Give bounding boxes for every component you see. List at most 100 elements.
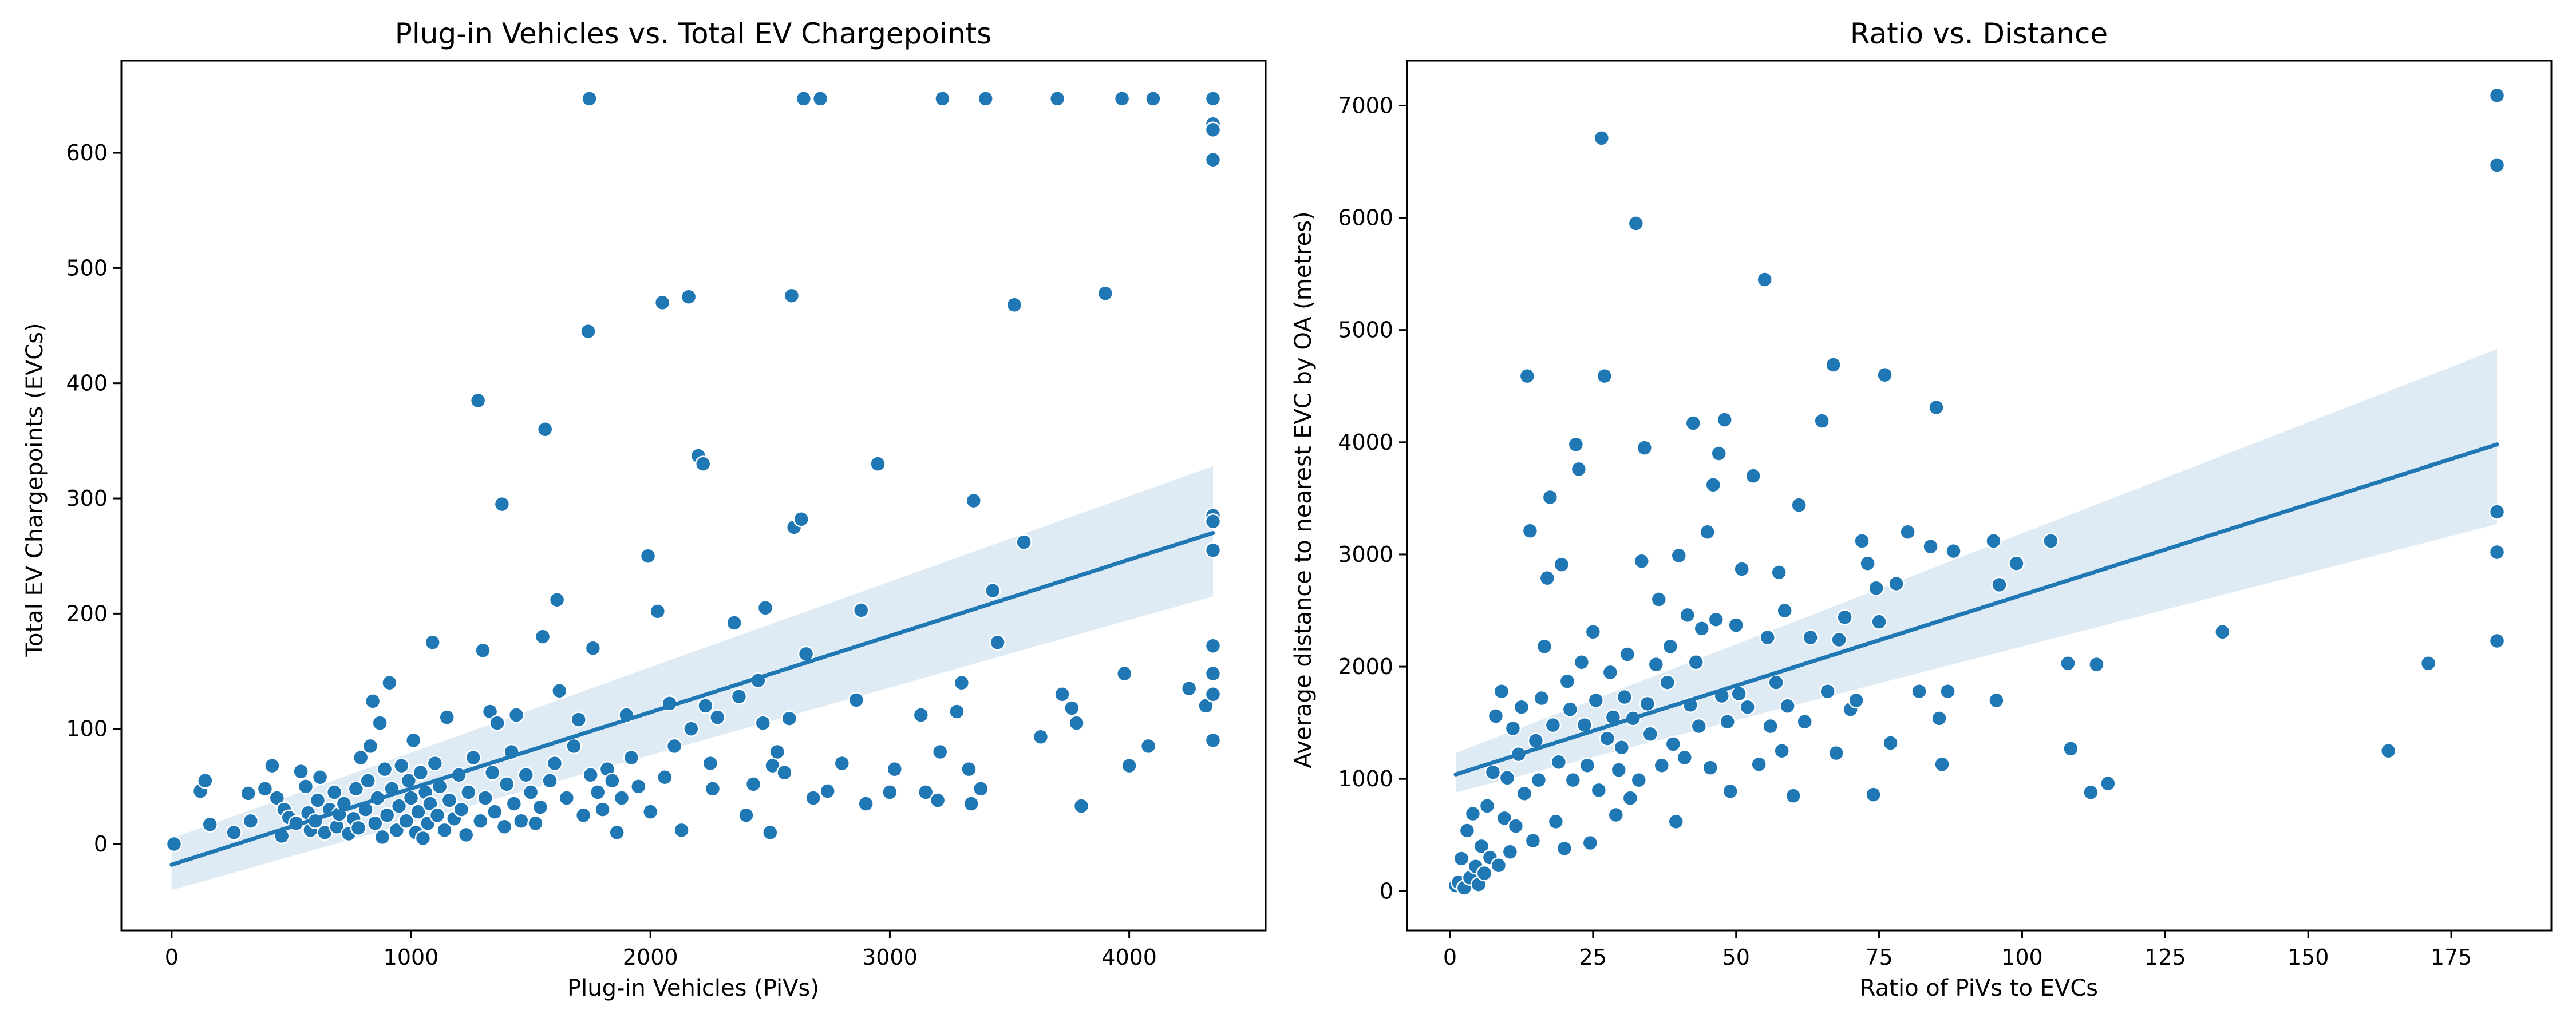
data-point xyxy=(347,781,365,797)
data-point xyxy=(1573,654,1590,671)
x-tick-label: 0 xyxy=(165,945,179,970)
data-point xyxy=(1771,564,1787,581)
data-point xyxy=(1768,674,1784,691)
data-point xyxy=(242,813,259,829)
data-point xyxy=(489,715,505,731)
data-point xyxy=(359,772,376,789)
data-point xyxy=(1204,121,1222,138)
data-point xyxy=(309,792,326,809)
data-point xyxy=(1049,90,1066,107)
data-point xyxy=(1113,90,1131,107)
data-point xyxy=(1814,413,1830,429)
data-point xyxy=(1064,700,1080,716)
data-point xyxy=(1622,790,1639,806)
data-point xyxy=(1473,838,1490,855)
data-point xyxy=(1759,629,1776,646)
data-point xyxy=(1819,683,1836,700)
y-tick-label: 7000 xyxy=(1338,93,1393,118)
data-point xyxy=(989,634,1006,651)
data-point xyxy=(1116,665,1133,682)
data-point xyxy=(2488,504,2506,520)
data-point xyxy=(1627,215,1645,232)
data-point xyxy=(680,288,697,305)
data-point xyxy=(1928,399,1945,416)
data-point xyxy=(1854,533,1870,549)
data-point xyxy=(1476,865,1493,882)
data-point xyxy=(1204,542,1222,558)
data-point xyxy=(202,816,218,833)
data-point xyxy=(1773,742,1790,759)
data-point xyxy=(783,287,800,304)
data-point xyxy=(1073,798,1090,814)
data-point xyxy=(1068,715,1085,731)
data-point xyxy=(1524,832,1542,849)
data-point xyxy=(1668,813,1685,830)
data-point xyxy=(1204,151,1222,168)
x-tick-label: 1000 xyxy=(384,945,439,970)
data-point xyxy=(1513,699,1530,715)
data-point xyxy=(2488,157,2506,173)
data-point xyxy=(1991,576,2008,593)
data-point xyxy=(1140,738,1157,755)
data-point xyxy=(613,790,630,806)
data-point xyxy=(870,455,886,472)
data-point xyxy=(311,768,329,786)
data-point xyxy=(2063,740,2079,757)
confidence-band xyxy=(1455,349,2498,793)
data-point xyxy=(2488,87,2506,104)
data-point xyxy=(1642,726,1659,743)
data-point xyxy=(1662,638,1679,655)
data-point xyxy=(1888,575,1905,592)
x-tick-label: 25 xyxy=(1579,945,1607,970)
y-tick-label: 6000 xyxy=(1338,205,1393,231)
data-point xyxy=(1762,718,1779,735)
data-point xyxy=(1562,701,1579,718)
data-point xyxy=(1636,439,1653,456)
data-point xyxy=(609,824,625,841)
data-point xyxy=(1587,692,1605,709)
data-point xyxy=(1934,756,1950,772)
data-point xyxy=(1616,688,1633,706)
data-point xyxy=(522,784,539,801)
data-point xyxy=(654,294,671,311)
data-point xyxy=(1198,698,1214,714)
data-point xyxy=(326,784,343,801)
data-point xyxy=(496,818,513,835)
data-point xyxy=(513,813,530,829)
data-point xyxy=(268,790,286,806)
data-point xyxy=(917,784,934,801)
x-tick-label: 100 xyxy=(2001,945,2043,970)
data-point xyxy=(1802,629,1819,646)
data-point xyxy=(1796,713,1813,730)
data-point xyxy=(2214,624,2231,640)
data-point xyxy=(1180,680,1198,697)
data-point xyxy=(1931,710,1947,727)
data-point xyxy=(1539,569,1556,587)
data-point xyxy=(934,90,951,107)
data-point xyxy=(1619,646,1636,663)
data-point xyxy=(580,323,596,340)
data-point xyxy=(1670,547,1688,564)
data-point xyxy=(2060,655,2076,672)
data-point xyxy=(1550,754,1567,771)
data-point xyxy=(757,600,774,616)
y-tick-label: 1000 xyxy=(1338,766,1393,791)
data-point xyxy=(493,496,511,513)
data-point xyxy=(398,813,414,829)
data-point xyxy=(1530,771,1547,789)
data-point xyxy=(460,784,477,801)
data-point xyxy=(364,693,381,710)
data-point xyxy=(1496,810,1513,827)
data-point xyxy=(769,743,786,760)
data-point xyxy=(477,790,493,806)
y-tick-label: 4000 xyxy=(1338,430,1393,455)
y-tick-label: 3000 xyxy=(1338,542,1393,567)
data-point xyxy=(1145,90,1161,107)
data-point xyxy=(1493,683,1510,700)
data-point xyxy=(405,732,422,749)
data-point xyxy=(472,813,489,829)
data-point xyxy=(393,757,410,774)
data-point xyxy=(1693,620,1710,637)
data-point xyxy=(293,763,309,780)
data-point xyxy=(1590,782,1607,799)
